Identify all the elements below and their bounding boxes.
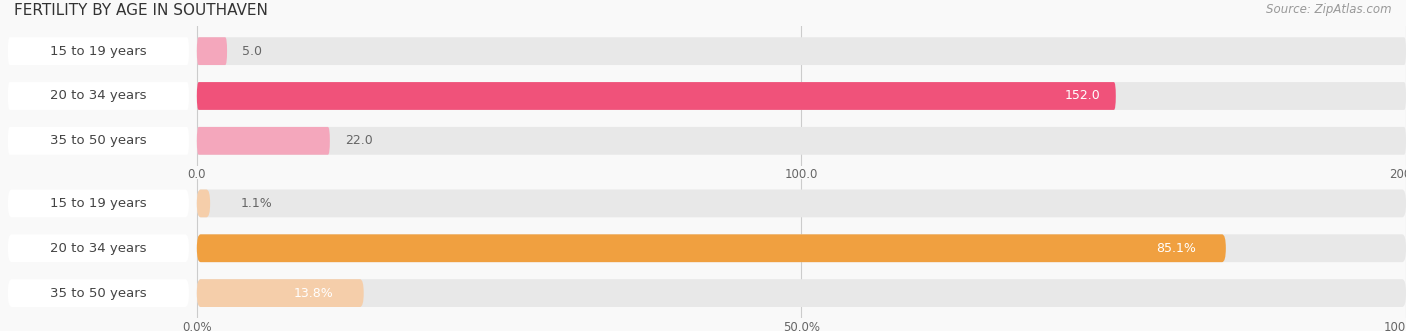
Text: 1.1%: 1.1% [240,197,273,210]
FancyBboxPatch shape [197,190,1406,217]
Text: 20 to 34 years: 20 to 34 years [51,89,146,103]
Text: 13.8%: 13.8% [294,287,333,300]
FancyBboxPatch shape [197,279,1406,307]
FancyBboxPatch shape [197,127,330,155]
Text: 22.0: 22.0 [344,134,373,147]
FancyBboxPatch shape [197,37,1406,65]
Text: Source: ZipAtlas.com: Source: ZipAtlas.com [1267,3,1392,16]
FancyBboxPatch shape [8,234,188,262]
Text: 35 to 50 years: 35 to 50 years [51,287,146,300]
Text: 20 to 34 years: 20 to 34 years [51,242,146,255]
FancyBboxPatch shape [197,82,1406,110]
Text: 35 to 50 years: 35 to 50 years [51,134,146,147]
Text: 5.0: 5.0 [242,45,262,58]
FancyBboxPatch shape [197,127,1406,155]
FancyBboxPatch shape [197,37,228,65]
FancyBboxPatch shape [197,190,209,217]
FancyBboxPatch shape [197,82,1116,110]
Text: FERTILITY BY AGE IN SOUTHAVEN: FERTILITY BY AGE IN SOUTHAVEN [14,3,269,18]
Text: 15 to 19 years: 15 to 19 years [51,197,146,210]
FancyBboxPatch shape [8,279,188,307]
Text: 85.1%: 85.1% [1156,242,1195,255]
FancyBboxPatch shape [197,279,364,307]
FancyBboxPatch shape [8,190,188,217]
Text: 152.0: 152.0 [1064,89,1101,103]
FancyBboxPatch shape [197,234,1406,262]
FancyBboxPatch shape [8,127,188,155]
Text: 15 to 19 years: 15 to 19 years [51,45,146,58]
FancyBboxPatch shape [8,37,188,65]
FancyBboxPatch shape [8,82,188,110]
FancyBboxPatch shape [197,234,1226,262]
